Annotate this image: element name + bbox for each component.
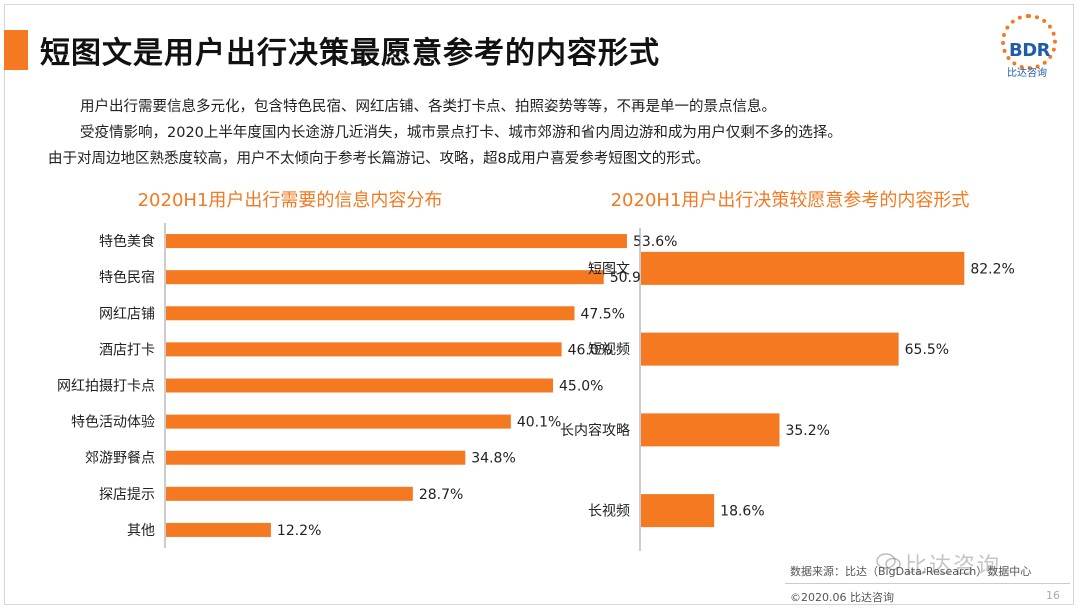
logo-brand: BDR [1009, 40, 1051, 61]
left-chart-category-label: 特色美食 [99, 233, 155, 250]
data-source: 数据来源：比达（BigData-Research）数据中心 [790, 565, 1032, 578]
watermark: 比达咨询 [905, 554, 1002, 579]
title-accent-bar [4, 30, 28, 70]
left-chart-value-label: 47.5% [581, 306, 625, 322]
copyright: ©2020.06 比达咨询 [790, 591, 894, 604]
intro-line-2: 受疫情影响，2020上半年度国内长途游几近消失，城市景点打卡、城市郊游和省内周边… [80, 125, 842, 141]
page-number: 16 [1046, 589, 1060, 602]
intro-text: 用户出行需要信息多元化，包含特色民宿、网红店铺、各类打卡点、拍照姿势等等，不再是… [48, 94, 1068, 172]
left-chart-value-label: 12.2% [277, 523, 321, 539]
right-chart-bar [641, 251, 965, 285]
slide-frame [4, 4, 1074, 605]
right-chart-bar [641, 413, 780, 447]
logo-ring-icon [1001, 14, 1057, 70]
left-chart-value-label: 53.6% [633, 234, 677, 250]
intro-line-1: 用户出行需要信息多元化，包含特色民宿、网红店铺、各类打卡点、拍照姿势等等，不再是… [80, 99, 776, 115]
right-chart-value-label: 82.2% [970, 261, 1014, 277]
bdr-logo: BDR 比达咨询 [995, 14, 1065, 80]
left-chart-value-label: 40.1% [517, 415, 561, 431]
right-chart-category-label: 短视频 [588, 342, 630, 358]
right-chart-category-label: 长内容攻略 [560, 422, 630, 439]
right-chart-value-label: 65.5% [905, 342, 949, 358]
left-chart-category-label: 特色民宿 [99, 269, 155, 286]
left-chart-value-label: 46.0% [568, 342, 612, 358]
left-chart-bar [166, 342, 562, 357]
left-chart-bar [166, 414, 511, 429]
left-chart-category-label: 探店提示 [99, 487, 155, 503]
right-chart-value-label: 35.2% [785, 423, 829, 439]
left-chart-title: 2020H1用户出行需要的信息内容分布 [137, 190, 443, 211]
left-chart-bar [166, 306, 575, 321]
left-chart-bar [166, 378, 553, 393]
left-chart-category-label: 郊游野餐点 [85, 450, 155, 467]
left-chart-category-label: 特色活动体验 [71, 414, 155, 431]
left-chart-bar [166, 522, 271, 537]
wechat-icon [876, 553, 901, 571]
left-chart-category-label: 网红店铺 [99, 306, 155, 322]
left-chart-category-label: 酒店打卡 [99, 341, 155, 358]
intro-line-3: 由于对周边地区熟悉度较高，用户不太倾向于参考长篇游记、攻略，超8成用户喜爱参考短… [48, 151, 710, 167]
logo-subtitle: 比达咨询 [1007, 68, 1047, 79]
left-chart-bar [166, 270, 604, 285]
left-chart-value-label: 45.0% [559, 379, 603, 395]
left-chart-value-label: 28.7% [419, 487, 463, 503]
left-chart-bar [166, 234, 627, 249]
right-chart-category-label: 长视频 [588, 504, 630, 520]
right-chart-value-label: 18.6% [720, 504, 764, 520]
left-chart-value-label: 34.8% [471, 451, 515, 467]
left-chart-bar [166, 450, 466, 465]
page-title: 短图文是用户出行决策最愿意参考的内容形式 [40, 36, 660, 71]
left-chart-category-label: 其他 [127, 523, 155, 539]
right-chart-bar [641, 494, 715, 528]
footer-divider [785, 583, 1070, 584]
left-chart-bar [166, 486, 413, 501]
right-chart-category-label: 短图文 [588, 261, 630, 277]
left-chart-category-label: 网红拍摄打卡点 [57, 378, 155, 395]
right-chart-title: 2020H1用户出行决策较愿意参考的内容形式 [610, 190, 970, 211]
right-chart-bar [641, 332, 899, 366]
